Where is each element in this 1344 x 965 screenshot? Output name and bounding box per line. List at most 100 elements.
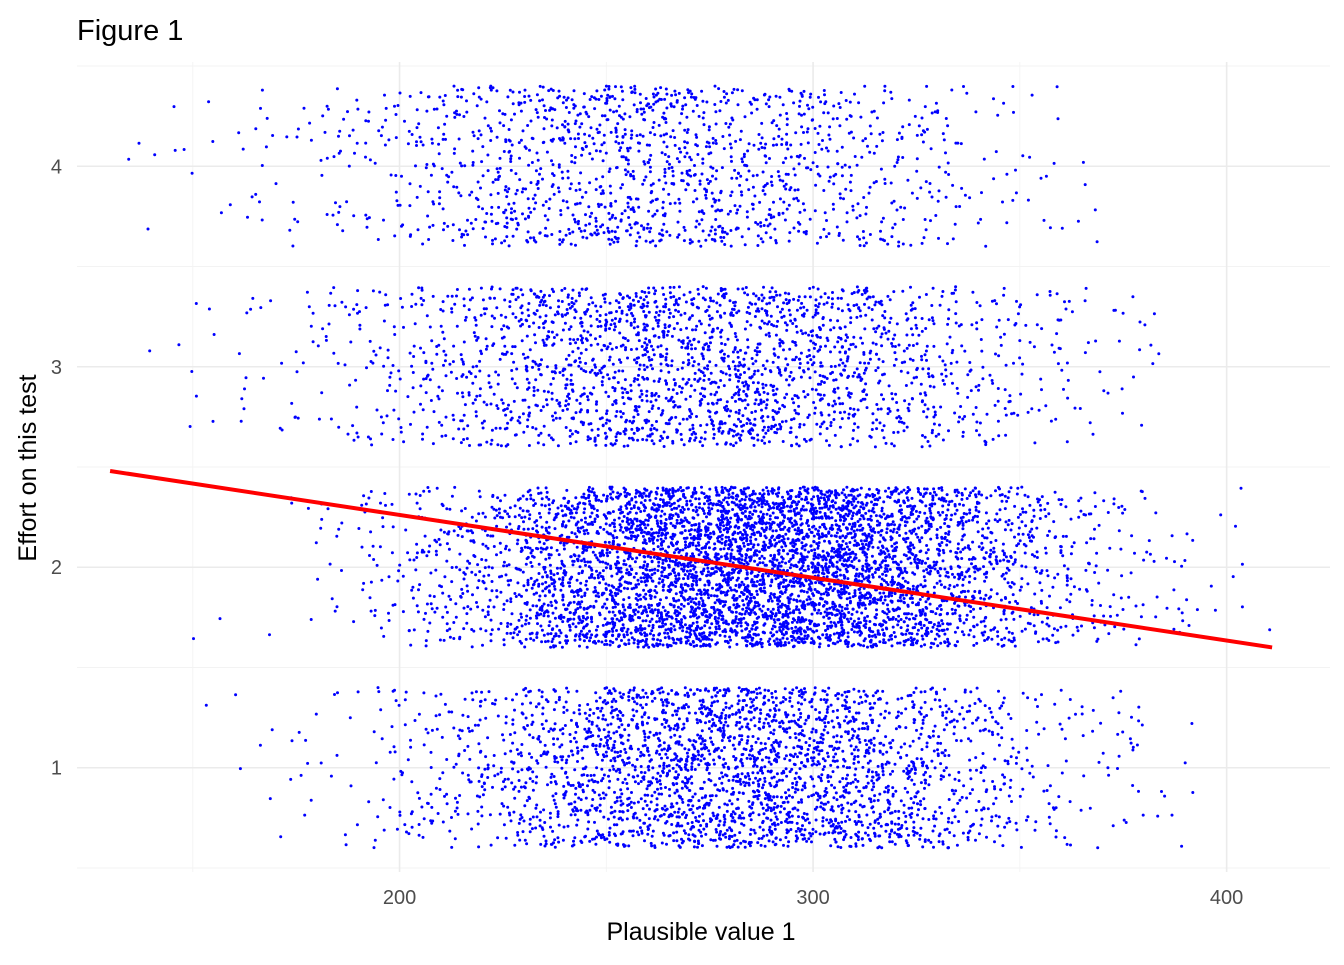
data-point (752, 735, 755, 738)
data-point (855, 834, 858, 837)
data-point (1069, 844, 1072, 847)
data-point (991, 716, 994, 719)
data-point (604, 617, 607, 620)
data-point (1052, 806, 1055, 809)
data-point (813, 693, 816, 696)
data-point (478, 780, 481, 783)
data-point (509, 632, 512, 635)
data-point (1000, 736, 1003, 739)
data-point (807, 551, 810, 554)
data-point (957, 547, 960, 550)
data-point (832, 796, 835, 799)
data-point (972, 823, 975, 826)
data-point (723, 824, 726, 827)
data-point (383, 829, 386, 832)
data-point (672, 767, 675, 770)
data-point (815, 729, 818, 732)
data-point (606, 531, 609, 534)
data-point (626, 633, 629, 636)
data-point (925, 745, 928, 748)
data-point (583, 560, 586, 563)
data-point (592, 743, 595, 746)
data-point (775, 815, 778, 818)
data-point (356, 823, 359, 826)
data-point (719, 830, 722, 833)
data-point (595, 751, 598, 754)
data-point (451, 495, 454, 498)
data-point (815, 792, 818, 795)
data-point (553, 708, 556, 711)
data-point (988, 707, 991, 710)
data-point (1027, 533, 1030, 536)
data-point (665, 721, 668, 724)
data-point (949, 518, 952, 521)
data-point (735, 721, 738, 724)
data-point (599, 797, 602, 800)
data-point (806, 591, 809, 594)
data-point (732, 779, 735, 782)
data-point (708, 488, 711, 491)
data-point (618, 817, 621, 820)
data-point (1036, 705, 1039, 708)
data-point (888, 836, 891, 839)
data-point (527, 528, 530, 531)
data-point (677, 499, 680, 502)
data-point (773, 822, 776, 825)
data-point (714, 601, 717, 604)
data-point (820, 773, 823, 776)
data-point (798, 776, 801, 779)
data-point (1015, 544, 1018, 547)
data-point (633, 641, 636, 644)
data-point (1003, 577, 1006, 580)
data-point (870, 706, 873, 709)
data-point (554, 690, 557, 693)
data-point (614, 614, 617, 617)
data-point (708, 802, 711, 805)
data-point (591, 512, 594, 515)
data-point (843, 719, 846, 722)
data-point (742, 840, 745, 843)
data-point (663, 834, 666, 837)
data-point (882, 500, 885, 503)
data-point (645, 584, 648, 587)
data-point (695, 571, 698, 574)
data-point (357, 690, 360, 693)
data-point (941, 622, 944, 625)
data-point (740, 562, 743, 565)
data-point (584, 584, 587, 587)
data-point (546, 491, 549, 494)
data-point (340, 522, 343, 525)
data-point (715, 749, 718, 752)
data-point (779, 838, 782, 841)
data-point (467, 812, 470, 815)
data-point (850, 803, 853, 806)
data-point (779, 701, 782, 704)
data-point (665, 596, 668, 599)
data-point (721, 775, 724, 778)
data-point (683, 747, 686, 750)
data-point (878, 793, 881, 796)
data-point (784, 836, 787, 839)
data-point (637, 610, 640, 613)
data-point (924, 701, 927, 704)
data-point (1065, 760, 1068, 763)
data-point (825, 818, 828, 821)
data-point (622, 693, 625, 696)
data-point (709, 838, 712, 841)
data-point (635, 710, 638, 713)
data-point (710, 704, 713, 707)
data-point (539, 740, 542, 743)
data-point (819, 777, 822, 780)
data-point (762, 820, 765, 823)
data-point (680, 744, 683, 747)
data-point (832, 748, 835, 751)
data-point (523, 820, 526, 823)
data-point (945, 723, 948, 726)
data-point (842, 786, 845, 789)
data-point (500, 767, 503, 770)
data-point (694, 816, 697, 819)
data-point (927, 818, 930, 821)
data-point (719, 634, 722, 637)
data-point (827, 687, 830, 690)
data-point (584, 811, 587, 814)
